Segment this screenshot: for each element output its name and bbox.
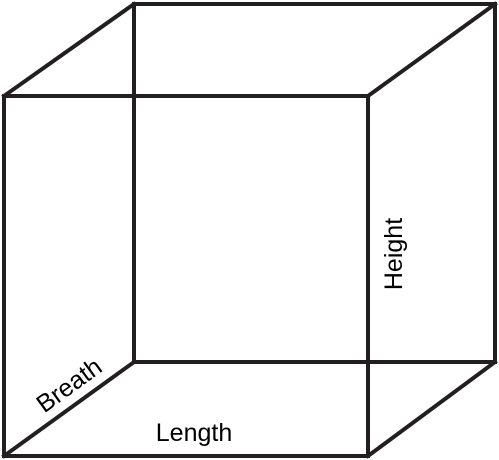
bottom-left-depth-edge bbox=[1, 359, 137, 459]
front-face bbox=[2, 94, 370, 458]
bottom-right-depth-edge bbox=[365, 359, 498, 459]
back-face bbox=[132, 2, 497, 364]
height-label: Height bbox=[380, 218, 408, 290]
top-right-depth-edge bbox=[365, 1, 498, 99]
top-left-depth-edge bbox=[1, 1, 137, 99]
length-label: Length bbox=[156, 419, 232, 447]
